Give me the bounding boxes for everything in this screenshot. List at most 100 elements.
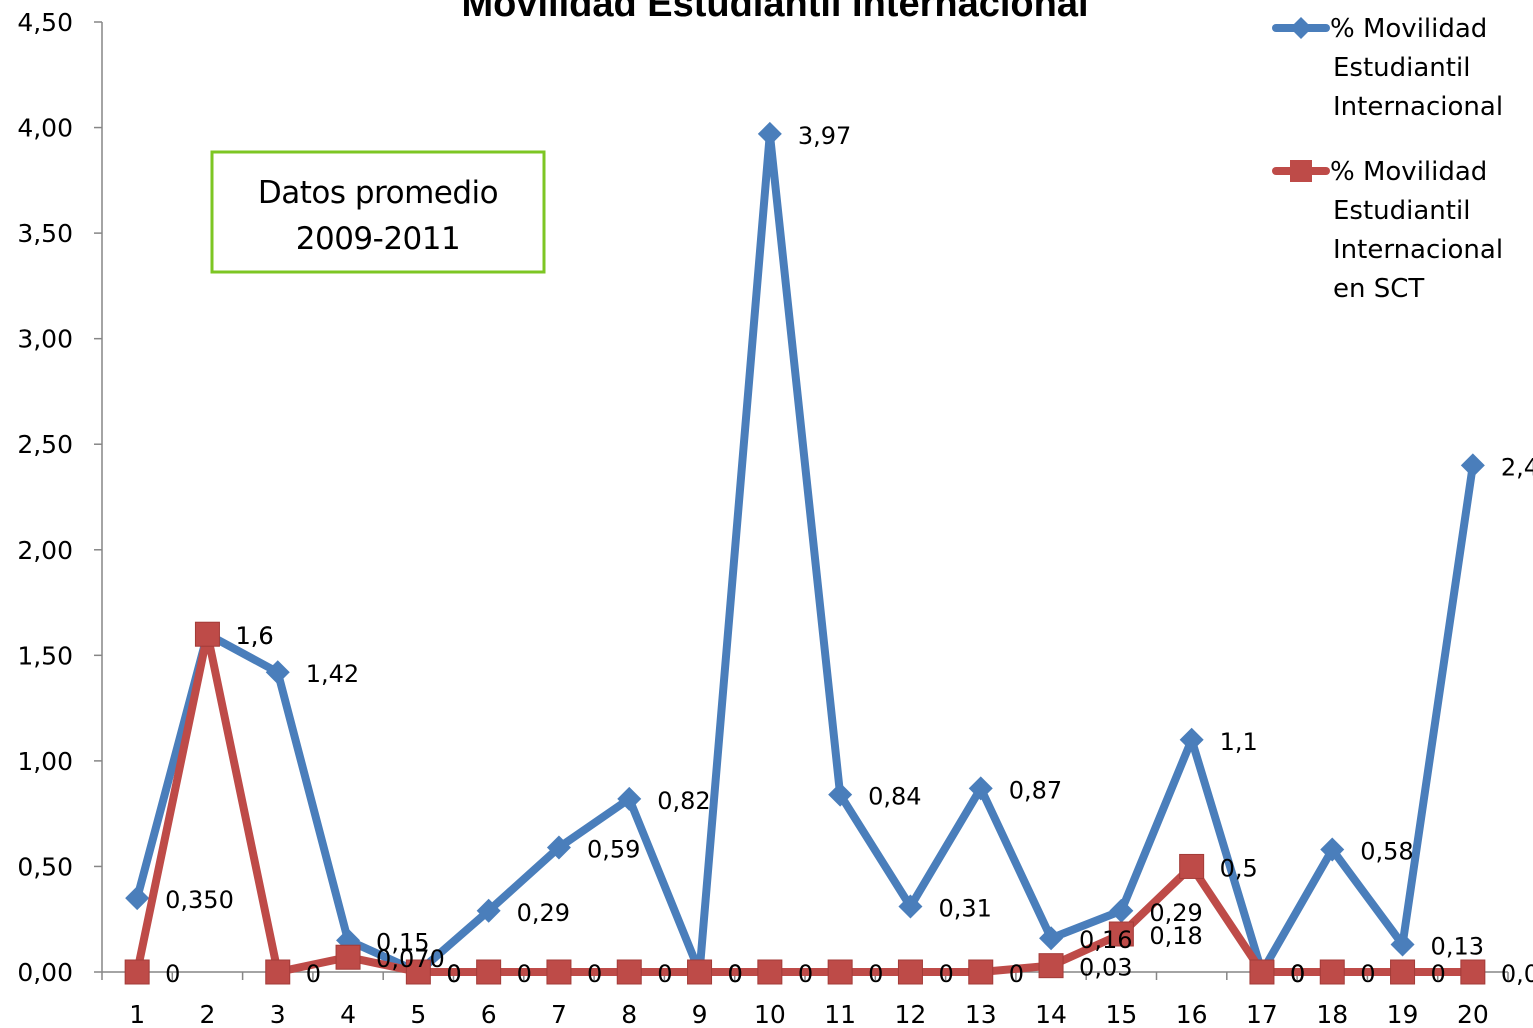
data-point bbox=[687, 959, 713, 985]
chart-title: Movilidad Estudiantil Internacional bbox=[461, 0, 1088, 25]
data-label: 0 bbox=[446, 960, 461, 988]
data-point bbox=[1319, 959, 1345, 985]
data-point bbox=[1320, 837, 1345, 862]
data-label: 1,42 bbox=[306, 660, 359, 688]
data-label: 0,59 bbox=[587, 835, 640, 863]
legend: % Movilidad Estudiantil Internacional % Mov… bbox=[1272, 14, 1503, 304]
x-tick-label: 13 bbox=[965, 1000, 997, 1028]
data-label: 0,00 0 bbox=[1501, 960, 1533, 988]
data-label: 0,29 bbox=[1149, 899, 1202, 927]
data-point bbox=[476, 898, 501, 923]
data-label: 0,350 bbox=[165, 886, 234, 914]
annotation-text: Datos promedio bbox=[258, 175, 498, 211]
x-tick-label: 20 bbox=[1457, 1000, 1489, 1028]
data-label: 0 bbox=[1009, 960, 1024, 988]
x-tick-label: 11 bbox=[824, 1000, 856, 1028]
data-label: 0 bbox=[517, 960, 532, 988]
plot-area bbox=[124, 121, 1486, 985]
data-label: 0,84 bbox=[868, 783, 921, 811]
data-label: 0,5 bbox=[1220, 854, 1258, 882]
data-label: 0 bbox=[798, 960, 813, 988]
legend-marker-1 bbox=[1290, 17, 1312, 39]
legend-label: Internacional bbox=[1333, 235, 1503, 265]
data-label: 0,87 bbox=[1009, 776, 1062, 804]
y-tick-label: 0,00 bbox=[17, 958, 73, 987]
data-label: 0,18 bbox=[1149, 922, 1202, 950]
data-label: 0 bbox=[1360, 960, 1375, 988]
legend-label: % Movilidad bbox=[1330, 14, 1487, 44]
data-label: 0 bbox=[1290, 960, 1305, 988]
data-point bbox=[757, 959, 783, 985]
legend-label: % Movilidad bbox=[1330, 157, 1487, 187]
data-point bbox=[125, 886, 150, 911]
data-point bbox=[265, 959, 291, 985]
data-point bbox=[1179, 727, 1204, 752]
x-tick-label: 9 bbox=[692, 1000, 708, 1028]
data-label: 0 bbox=[728, 960, 743, 988]
data-point bbox=[1038, 953, 1064, 979]
data-label: 0 bbox=[587, 960, 602, 988]
y-tick-label: 0,50 bbox=[17, 852, 73, 881]
x-tick-label: 5 bbox=[410, 1000, 426, 1028]
y-tick-label: 4,00 bbox=[17, 114, 73, 143]
data-label: 0 bbox=[1290, 960, 1305, 988]
data-point bbox=[898, 894, 923, 919]
data-label: 1,1 bbox=[1220, 728, 1258, 756]
x-tick-label: 6 bbox=[481, 1000, 497, 1028]
legend-marker-2 bbox=[1290, 160, 1312, 182]
data-label: 0,29 bbox=[517, 899, 570, 927]
annotation-border bbox=[210, 150, 546, 274]
axes: 0,000,501,001,502,002,503,003,504,004,50… bbox=[17, 8, 1509, 1028]
data-label: 2,4 bbox=[1501, 453, 1533, 481]
data-point bbox=[1109, 898, 1134, 923]
data-label: 0 bbox=[938, 960, 953, 988]
y-tick-label: 1,50 bbox=[17, 641, 73, 670]
x-tick-label: 14 bbox=[1035, 1000, 1067, 1028]
data-point bbox=[546, 835, 571, 860]
data-point bbox=[265, 660, 290, 685]
x-tick-label: 19 bbox=[1387, 1000, 1419, 1028]
x-tick-label: 1 bbox=[129, 1000, 145, 1028]
data-point bbox=[476, 959, 502, 985]
x-tick-label: 3 bbox=[270, 1000, 286, 1028]
legend-label: Internacional bbox=[1333, 92, 1503, 122]
data-label: 0 bbox=[306, 960, 321, 988]
data-label: 0,58 bbox=[1360, 838, 1413, 866]
data-point bbox=[335, 944, 361, 970]
y-tick-label: 2,50 bbox=[17, 430, 73, 459]
y-tick-label: 1,00 bbox=[17, 747, 73, 776]
data-label: 0,15 bbox=[376, 928, 429, 956]
data-point bbox=[1249, 959, 1275, 985]
data-label: 1,6 bbox=[235, 622, 273, 650]
y-tick-label: 3,00 bbox=[17, 325, 73, 354]
data-point bbox=[617, 786, 642, 811]
x-tick-label: 16 bbox=[1176, 1000, 1208, 1028]
data-label: 0 bbox=[868, 960, 883, 988]
data-point bbox=[968, 776, 993, 801]
data-point bbox=[1179, 853, 1205, 879]
legend-label: en SCT bbox=[1333, 274, 1424, 304]
data-point bbox=[968, 959, 994, 985]
x-tick-label: 4 bbox=[340, 1000, 356, 1028]
x-tick-label: 7 bbox=[551, 1000, 567, 1028]
data-point bbox=[124, 959, 150, 985]
data-labels: 0,350 1,6 1,42 0,15 0 0,29 0,59 0,82 0 3,97 0,84 0,… bbox=[165, 122, 1533, 988]
data-point bbox=[546, 959, 572, 985]
data-label: 0,070 bbox=[376, 945, 445, 973]
data-label: 1,6 bbox=[235, 622, 273, 650]
data-label: 0 bbox=[446, 960, 461, 988]
data-label: 0 bbox=[1431, 960, 1446, 988]
data-point bbox=[405, 959, 431, 985]
data-label: 0 bbox=[657, 960, 672, 988]
legend-label: Estudiantil bbox=[1333, 53, 1470, 83]
data-point bbox=[616, 959, 642, 985]
y-tick-label: 2,00 bbox=[17, 536, 73, 565]
data-label: 3,97 bbox=[798, 122, 851, 150]
data-point bbox=[757, 121, 782, 146]
data-label: 0,31 bbox=[938, 895, 991, 923]
data-point bbox=[827, 959, 853, 985]
x-tick-label: 8 bbox=[621, 1000, 637, 1028]
data-point bbox=[828, 782, 853, 807]
data-point bbox=[1460, 453, 1485, 478]
data-label: 0,13 bbox=[1431, 933, 1484, 961]
